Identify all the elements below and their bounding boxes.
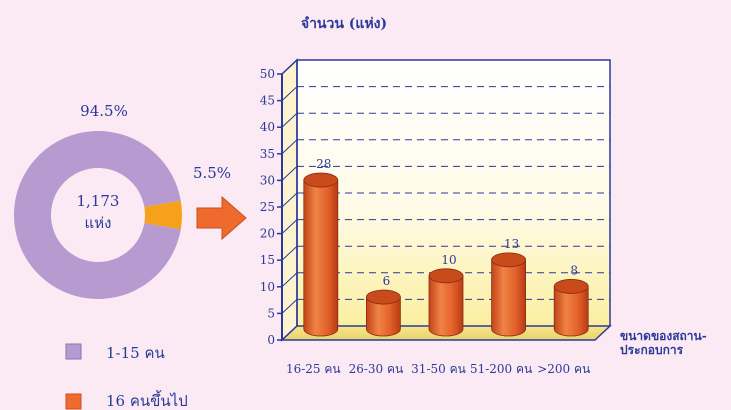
gridline-side [281, 192, 298, 208]
gridlines [281, 59, 610, 314]
gridline-side [281, 166, 298, 181]
gridline-side [281, 299, 298, 314]
x-tick-label: 31-50 คน [411, 362, 466, 376]
x-axis-ticks: 16-25 คน 26-30 คน 31-50 คน 51-200 คน >200 คน [286, 362, 590, 376]
bar-top [365, 289, 401, 305]
donut-chart [13, 131, 182, 299]
y-tick-label: 35 [260, 147, 275, 161]
bar-body [428, 275, 464, 337]
bar-data-label: 6 [383, 274, 391, 288]
x-tick-label: 51-200 คน [470, 362, 532, 376]
y-tick-label: 5 [267, 306, 275, 320]
donut-slice-16-plus [144, 200, 182, 230]
x-tick-label: 26-30 คน [349, 362, 404, 376]
y-tick-label: 0 [267, 333, 275, 347]
legend-swatch-1-15 [65, 343, 82, 360]
y-tick-label: 15 [260, 253, 275, 267]
bar [303, 172, 339, 337]
bar-data-label: 8 [570, 263, 578, 277]
gridline-side [281, 86, 298, 101]
bar-top [428, 268, 464, 284]
legend-label-16-plus: 16 คนขึ้นไป [106, 390, 188, 410]
gridline-side [281, 139, 298, 155]
bar-chart-title: จำนวน (แห่ง) [301, 16, 387, 32]
gridline-side [281, 219, 298, 234]
legend-label-1-15: 1-15 คน [106, 344, 165, 362]
bar-top [303, 172, 339, 188]
bar-data-label: 10 [441, 253, 456, 267]
arrow-right-icon [196, 195, 247, 241]
bar-top [553, 279, 589, 294]
y-axis-ticks: 0 5 10 15 20 25 30 35 40 45 50 [260, 67, 282, 347]
bar-body [303, 179, 339, 337]
y-tick-label: 30 [260, 173, 275, 187]
x-tick-label: 16-25 คน [286, 362, 341, 376]
y-tick-label: 25 [260, 200, 275, 214]
bar-body [553, 286, 589, 337]
legend-swatch-16-plus [65, 393, 82, 410]
gridline-side [281, 112, 298, 128]
bar-data-label: 28 [316, 157, 331, 171]
legend: 1-15 คน 16 คนขึ้นไป [65, 343, 188, 410]
donut-slice-1-15 [13, 131, 181, 299]
y-tick-label: 20 [260, 227, 275, 241]
bar [428, 268, 464, 337]
gridline-side [281, 245, 298, 261]
bar-data-label: 13 [504, 237, 519, 251]
gridline-side [281, 59, 298, 75]
gridline-side [281, 272, 298, 288]
x-tick-label: >200 คน [537, 362, 590, 376]
x-axis-label-line1: ขนาดของสถาน- [620, 329, 707, 343]
y-tick-label: 50 [260, 67, 275, 81]
bar [553, 279, 589, 337]
bar-body [491, 259, 526, 337]
bar-body [366, 296, 401, 337]
y-tick-label: 40 [260, 120, 275, 134]
y-tick-label: 10 [260, 280, 275, 294]
bar [365, 289, 401, 337]
x-axis-label-line2: ประกอบการ [620, 343, 684, 357]
bars: 28 6 10 13 8 [303, 157, 589, 337]
bar-top [491, 252, 527, 268]
donut-center-unit: แห่ง [85, 214, 112, 232]
donut-label-main-percent: 94.5% [80, 102, 128, 120]
donut-label-small-percent: 5.5% [193, 164, 231, 182]
bar [491, 252, 527, 337]
donut-center-value: 1,173 [77, 192, 120, 210]
y-tick-label: 45 [260, 94, 275, 108]
